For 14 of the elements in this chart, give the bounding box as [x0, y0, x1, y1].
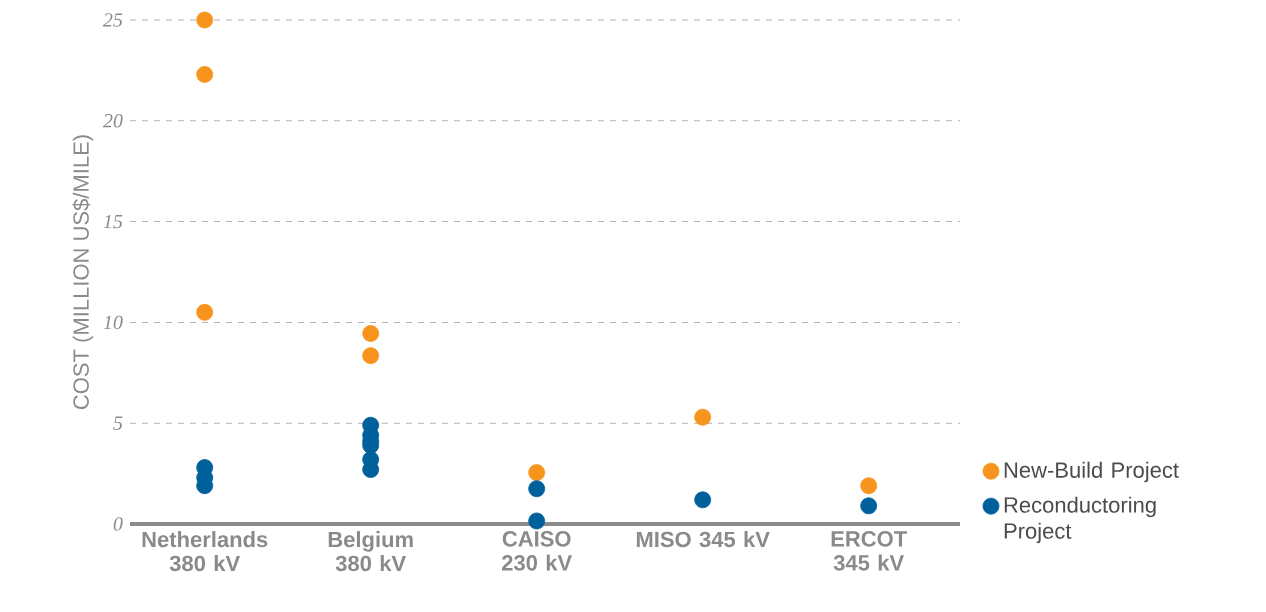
x-tick-label: Netherlands 380 kV	[142, 531, 268, 572]
y-tick-label: 15	[103, 214, 123, 229]
y-tick-label: 0	[113, 517, 123, 531]
x-tick-label: ERCOT 345 kV	[831, 531, 907, 571]
x-tick-label: MISO 345 kV	[636, 531, 770, 548]
y-tick-label: 25	[102, 13, 123, 27]
x-tick-label: CAISO 230 kV	[501, 531, 572, 571]
y-axis-title: COST (MILLION US$/MILE)	[72, 135, 94, 410]
y-tick-label: 20	[102, 114, 123, 128]
legend-label: New-Build Project	[1004, 461, 1179, 483]
legend-label: Reconductoring Project	[1004, 496, 1156, 544]
y-tick-label: 5	[113, 416, 123, 430]
y-tick-label: 10	[103, 315, 123, 330]
x-tick-label: Belgium 380 kV	[328, 531, 413, 572]
